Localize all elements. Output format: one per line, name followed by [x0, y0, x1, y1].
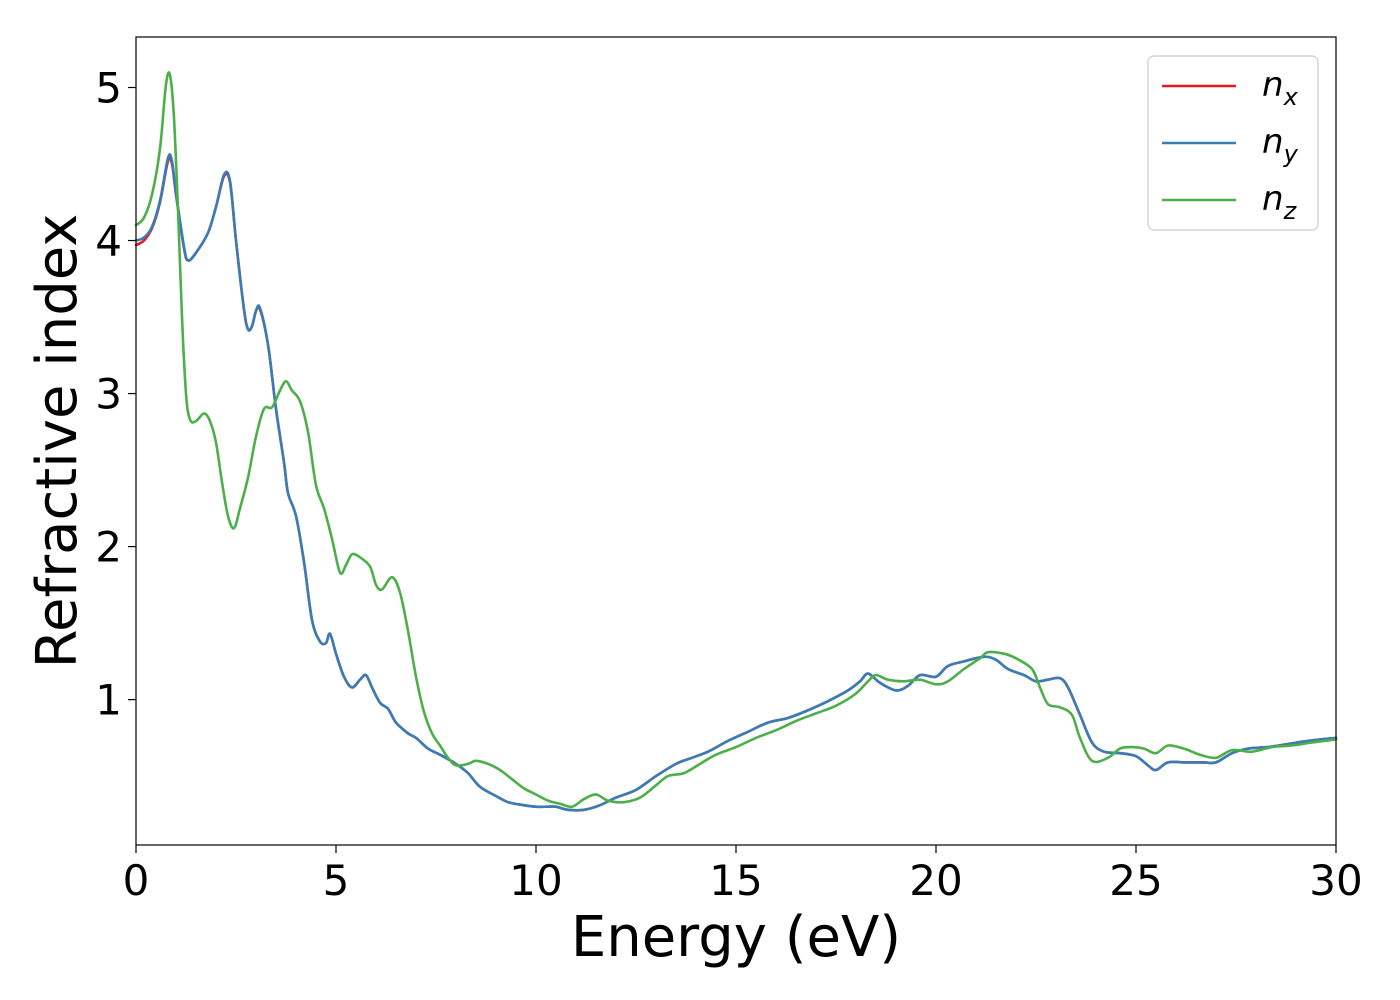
series-layer [134, 71, 1338, 812]
y-tick-label: 4 [95, 217, 122, 266]
x-tick-label: 30 [1309, 856, 1362, 905]
y-tick-label: 3 [95, 370, 122, 419]
x-axis-title: Energy (eV) [571, 905, 901, 970]
x-tick-label: 25 [1109, 856, 1162, 905]
series-line-ny [134, 153, 1338, 812]
x-axis-ticks: 0 5 10 15 20 25 30 [123, 845, 1363, 905]
x-tick-label: 15 [709, 856, 762, 905]
x-tick-label: 0 [123, 856, 150, 905]
legend: nx ny nz [1147, 55, 1319, 231]
legend-label-0: nx [1262, 65, 1299, 111]
y-axis-ticks: 1 2 3 4 5 [95, 64, 136, 725]
x-tick-label: 10 [509, 856, 562, 905]
x-tick-label: 20 [909, 856, 962, 905]
y-axis-title: Refractive index [25, 214, 90, 669]
legend-label-2: nz [1262, 179, 1298, 225]
series-line-nz [134, 71, 1338, 809]
y-tick-label: 1 [95, 676, 122, 725]
y-tick-label: 5 [95, 64, 122, 113]
y-tick-label: 2 [95, 523, 122, 572]
x-tick-label: 5 [323, 856, 350, 905]
legend-label-1: ny [1262, 122, 1299, 168]
